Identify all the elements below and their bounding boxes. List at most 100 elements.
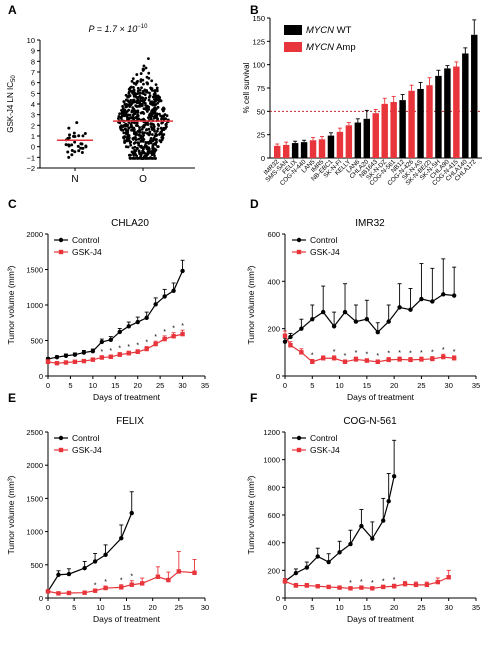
point-n: [72, 134, 76, 138]
point-o: [144, 145, 148, 149]
y-tick-label: 10: [27, 36, 35, 45]
point-o: [159, 114, 163, 118]
legend-label: MYCN Amp: [306, 42, 356, 53]
point-control: [397, 305, 402, 310]
significance-mark: *: [387, 351, 390, 358]
point-treatment: [375, 359, 380, 364]
point-control: [66, 571, 72, 577]
point-o: [146, 81, 149, 85]
point-o: [147, 132, 150, 136]
point-o: [132, 89, 136, 93]
point-control: [321, 309, 326, 315]
point-o: [144, 104, 148, 107]
point-o: [143, 131, 146, 135]
point-o: [164, 117, 168, 121]
significance-mark: *: [344, 353, 347, 360]
x-tick-label: 0: [46, 381, 50, 390]
point-control: [359, 523, 364, 529]
legend-swatch: [284, 25, 302, 35]
point-treatment: [402, 581, 408, 587]
point-o: [159, 140, 163, 144]
point-control: [419, 296, 424, 302]
significance-mark: *: [120, 578, 123, 585]
y-tick-label: −2: [26, 164, 35, 173]
legend-label-treatment: GSK-J4: [72, 445, 102, 455]
bar: [327, 135, 335, 158]
y-tick-label: 0: [31, 143, 35, 152]
bar: [444, 68, 451, 158]
point-o: [124, 105, 128, 109]
bar: [291, 143, 299, 158]
point-o: [125, 124, 129, 128]
legend-label-treatment: GSK-J4: [310, 247, 340, 257]
point-treatment: [180, 331, 185, 337]
point-o: [151, 157, 154, 160]
point-n: [77, 134, 81, 138]
point-o: [121, 104, 124, 108]
point-o: [148, 130, 152, 134]
bar: [471, 34, 478, 158]
point-control: [153, 302, 158, 307]
point-o: [136, 110, 140, 114]
point-o: [162, 114, 165, 118]
point-o: [159, 131, 163, 135]
panel-label-e: E: [8, 391, 16, 405]
point-o: [156, 105, 160, 109]
point-o: [164, 122, 168, 126]
panel-f: COG-N-561 0 200 400 600 800 1000 1200 0 5 10 15 20 25…: [246, 416, 480, 624]
point-o: [152, 152, 156, 155]
x-tick-label: 35: [201, 381, 209, 390]
significance-mark: *: [371, 580, 374, 587]
point-o: [165, 114, 169, 118]
point-control: [375, 330, 380, 335]
point-o: [149, 102, 152, 105]
point-treatment: [171, 334, 176, 339]
bar: [363, 118, 371, 158]
point-control: [117, 329, 122, 335]
point-o: [128, 157, 132, 160]
point-o: [136, 113, 140, 117]
y-tick-label: 400: [267, 277, 280, 286]
point-o: [151, 144, 155, 147]
series-line: [284, 476, 395, 582]
point-o: [132, 142, 136, 145]
point-treatment: [288, 343, 293, 348]
x-tick-label: 0: [283, 603, 287, 612]
panel-label-a: A: [8, 3, 17, 17]
panel-d: IMR32 0 200 400 600 0 5 10 15 20 25 30 35 Days of tre…: [246, 218, 480, 402]
point-treatment: [386, 357, 391, 363]
bar: [426, 85, 433, 158]
point-o: [161, 108, 164, 111]
y-tick-label: 0: [276, 372, 280, 381]
y-tick-label: 50: [257, 107, 265, 116]
x-tick-label: 30: [201, 603, 209, 612]
point-o: [155, 138, 158, 142]
chart-title: IMR32: [355, 218, 385, 229]
point-o: [137, 137, 141, 141]
point-o: [149, 125, 153, 128]
x-tick-label: 20: [134, 381, 142, 390]
point-control: [282, 339, 288, 344]
point-treatment: [353, 357, 359, 362]
point-control: [331, 324, 337, 329]
point-n: [77, 149, 81, 153]
y-tick-label: 1200: [263, 428, 280, 437]
point-treatment: [176, 569, 182, 574]
point-o: [141, 147, 145, 151]
legend-marker-control: [296, 435, 302, 441]
point-o: [139, 98, 142, 102]
point-o: [130, 79, 134, 83]
point-o: [124, 129, 128, 132]
point-o: [152, 93, 156, 96]
point-o: [122, 100, 126, 103]
point-o: [145, 128, 149, 131]
point-treatment: [391, 584, 397, 589]
significance-mark: *: [442, 347, 445, 354]
significance-mark: *: [398, 350, 401, 357]
bar: [345, 125, 353, 158]
point-o: [123, 102, 127, 106]
point-treatment: [310, 359, 315, 364]
chart-title: FELIX: [116, 416, 144, 427]
point-control: [92, 559, 98, 564]
legend-label-status: Amp: [334, 42, 356, 53]
